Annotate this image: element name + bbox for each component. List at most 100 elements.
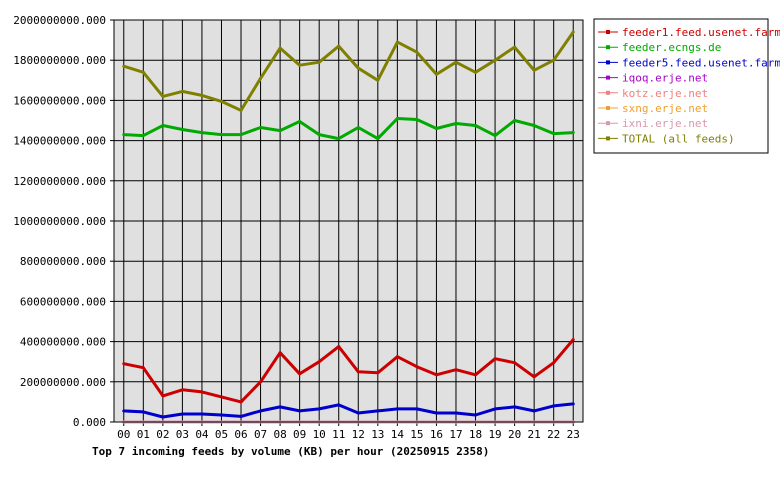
data-point	[317, 60, 321, 64]
data-point	[376, 137, 380, 141]
data-point	[395, 407, 399, 411]
data-point	[571, 30, 575, 34]
legend-box	[593, 18, 769, 154]
x-tick-label: 15	[410, 428, 423, 441]
y-tick-label: 0.000	[73, 416, 106, 429]
legend-marker	[606, 45, 610, 50]
y-tick-label: 1800000000.000	[13, 54, 106, 67]
data-point	[474, 413, 478, 417]
data-point	[141, 70, 145, 74]
x-tick-label: 04	[195, 428, 209, 441]
x-tick-label: 12	[352, 428, 365, 441]
legend-marker	[606, 30, 610, 34]
y-tick-label: 600000000.000	[20, 295, 106, 308]
x-tick-label: 23	[567, 428, 580, 441]
data-point	[376, 78, 380, 82]
legend-marker	[606, 121, 610, 126]
x-tick-label: 13	[371, 428, 384, 441]
data-point	[532, 375, 536, 379]
data-point	[141, 366, 145, 370]
data-point	[200, 93, 204, 97]
data-point	[356, 411, 360, 415]
x-tick-label: 16	[430, 428, 443, 441]
data-point	[454, 122, 458, 126]
data-point	[376, 409, 380, 413]
data-point	[278, 351, 282, 355]
legend-marker	[606, 75, 610, 80]
x-tick-label: 03	[176, 428, 189, 441]
data-point	[513, 361, 517, 365]
x-tick-label: 19	[488, 428, 501, 441]
data-point	[571, 402, 575, 406]
legend-label: iqoq.erje.net	[622, 72, 708, 85]
x-tick-label: 10	[313, 428, 326, 441]
data-point	[200, 412, 204, 416]
y-tick-label: 2000000000.000	[13, 14, 106, 27]
data-point	[180, 89, 184, 93]
y-tick-label: 1000000000.000	[13, 215, 106, 228]
data-point	[317, 360, 321, 364]
data-point	[415, 50, 419, 54]
data-point	[337, 345, 341, 349]
y-tick-label: 1400000000.000	[13, 135, 106, 148]
legend-marker	[606, 136, 610, 141]
data-point	[513, 405, 517, 409]
data-point	[141, 134, 145, 138]
data-point	[122, 409, 126, 413]
data-point	[180, 412, 184, 416]
data-point	[122, 133, 126, 137]
data-point	[278, 129, 282, 133]
data-point	[552, 361, 556, 365]
data-point	[571, 338, 575, 342]
data-point	[376, 371, 380, 375]
x-tick-label: 07	[254, 428, 267, 441]
data-point	[493, 58, 497, 62]
data-point	[454, 411, 458, 415]
data-point	[298, 409, 302, 413]
data-point	[356, 126, 360, 130]
data-point	[415, 365, 419, 369]
data-point	[434, 411, 438, 415]
data-point	[317, 407, 321, 411]
data-point	[259, 126, 263, 130]
data-point	[239, 108, 243, 112]
data-point	[278, 405, 282, 409]
data-point	[493, 357, 497, 361]
legend-label: TOTAL (all feeds)	[622, 132, 735, 145]
y-tick-label: 1600000000.000	[13, 94, 106, 107]
x-tick-label: 11	[332, 428, 345, 441]
legend: feeder1.feed.usenet.farm feeder.ecngs.de f…	[593, 18, 780, 154]
legend-label: ixni.erje.net	[622, 117, 708, 130]
y-tick-label: 200000000.000	[20, 376, 106, 389]
x-axis-tick-labels: 00 01 02 03 04 05 06 07 08 09 10 11 12 13 14 15 16 17 18 19…	[117, 428, 580, 441]
data-point	[571, 131, 575, 135]
legend-label: feeder1.feed.usenet.farm	[622, 26, 780, 39]
data-point	[161, 415, 165, 419]
data-point	[532, 409, 536, 413]
x-tick-label: 08	[273, 428, 286, 441]
series-line	[123, 31, 575, 112]
data-point	[317, 133, 321, 137]
data-point	[122, 362, 126, 366]
x-tick-label: 05	[215, 428, 228, 441]
data-point	[434, 72, 438, 76]
data-point	[298, 120, 302, 124]
data-point	[219, 133, 223, 137]
data-point	[337, 403, 341, 407]
x-tick-label: 20	[508, 428, 521, 441]
data-point	[180, 388, 184, 392]
data-point	[141, 410, 145, 414]
x-tick-label: 18	[469, 428, 482, 441]
data-point	[493, 407, 497, 411]
legend-label: sxng.erje.net	[622, 102, 708, 115]
data-point	[415, 117, 419, 121]
data-point	[395, 116, 399, 120]
data-point	[337, 44, 341, 48]
data-point	[454, 368, 458, 372]
data-point	[552, 404, 556, 408]
data-point	[552, 58, 556, 62]
x-tick-label: 02	[156, 428, 169, 441]
data-point	[415, 407, 419, 411]
x-tick-label: 17	[449, 428, 462, 441]
x-tick-label: 14	[391, 428, 405, 441]
